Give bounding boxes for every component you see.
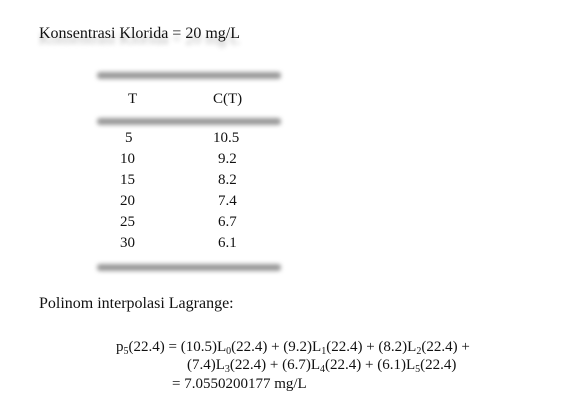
cell-t: 10 — [120, 151, 135, 167]
column-header-ct: C(T) — [213, 91, 243, 107]
equation-text: (22.4) = (10.5)L — [128, 339, 227, 355]
cell-ct: 8.2 — [218, 172, 237, 188]
equation-subscript: 5 — [415, 364, 421, 375]
cell-ct: 7.4 — [218, 193, 237, 209]
column-header-t: T — [128, 91, 138, 107]
cell-ct: 6.7 — [218, 214, 237, 230]
equation-subscript: 4 — [320, 364, 326, 375]
equation-subscript: 0 — [226, 346, 232, 357]
cell-t: 5 — [125, 130, 133, 146]
cell-t: 20 — [120, 193, 135, 209]
equation-subscript: 2 — [416, 346, 422, 357]
cell-ct: 6.1 — [218, 235, 237, 251]
cell-ct: 9.2 — [218, 151, 237, 167]
table-row: 25 6.7 — [110, 212, 260, 233]
lagrange-heading: Polinom interpolasi Lagrange: — [39, 295, 234, 312]
equation-line-3: = 7.0550200177 mg/L — [172, 375, 307, 393]
equation-text: = 7.0550200177 mg/L — [172, 376, 307, 392]
equation-text: (22.4) + — [421, 339, 470, 355]
page-heading: Konsentrasi Klorida = 20 mg/L — [39, 25, 240, 42]
cell-t: 15 — [120, 172, 135, 188]
equation-text: (7.4)L — [187, 357, 225, 373]
equation-line-2: (7.4)L3(22.4) + (6.7)L4(22.4) + (6.1)L5(… — [187, 356, 457, 375]
cell-t: 30 — [120, 235, 135, 251]
table-row: 5 10.5 — [110, 128, 260, 149]
equation-text: (22.4) — [420, 357, 457, 373]
cell-ct: 10.5 — [213, 130, 240, 146]
table-bottom-rule — [97, 264, 281, 271]
table-row: 20 7.4 — [110, 191, 260, 212]
table-top-rule — [97, 72, 281, 79]
table-row: 10 9.2 — [110, 149, 260, 170]
table-header-rule — [97, 118, 281, 125]
equation-subscript: 3 — [224, 364, 230, 375]
equation-subscript: 1 — [321, 346, 327, 357]
data-table-body: 5 10.5 10 9.2 15 8.2 20 7.4 25 6.7 30 6.1 — [110, 128, 260, 254]
cell-t: 25 — [120, 214, 135, 230]
equation-text: (22.4) + (8.2)L — [326, 339, 417, 355]
equation-text: (22.4) + (6.1)L — [325, 357, 416, 373]
equation-subscript: 5 — [123, 346, 129, 357]
equation-line-1: p5(22.4) = (10.5)L0(22.4) + (9.2)L1(22.4… — [116, 338, 470, 357]
equation-text: (22.4) + (9.2)L — [231, 339, 322, 355]
equation-text: p — [116, 339, 124, 355]
equation-text: (22.4) + (6.7)L — [229, 357, 321, 373]
table-row: 30 6.1 — [110, 233, 260, 254]
table-row: 15 8.2 — [110, 170, 260, 191]
